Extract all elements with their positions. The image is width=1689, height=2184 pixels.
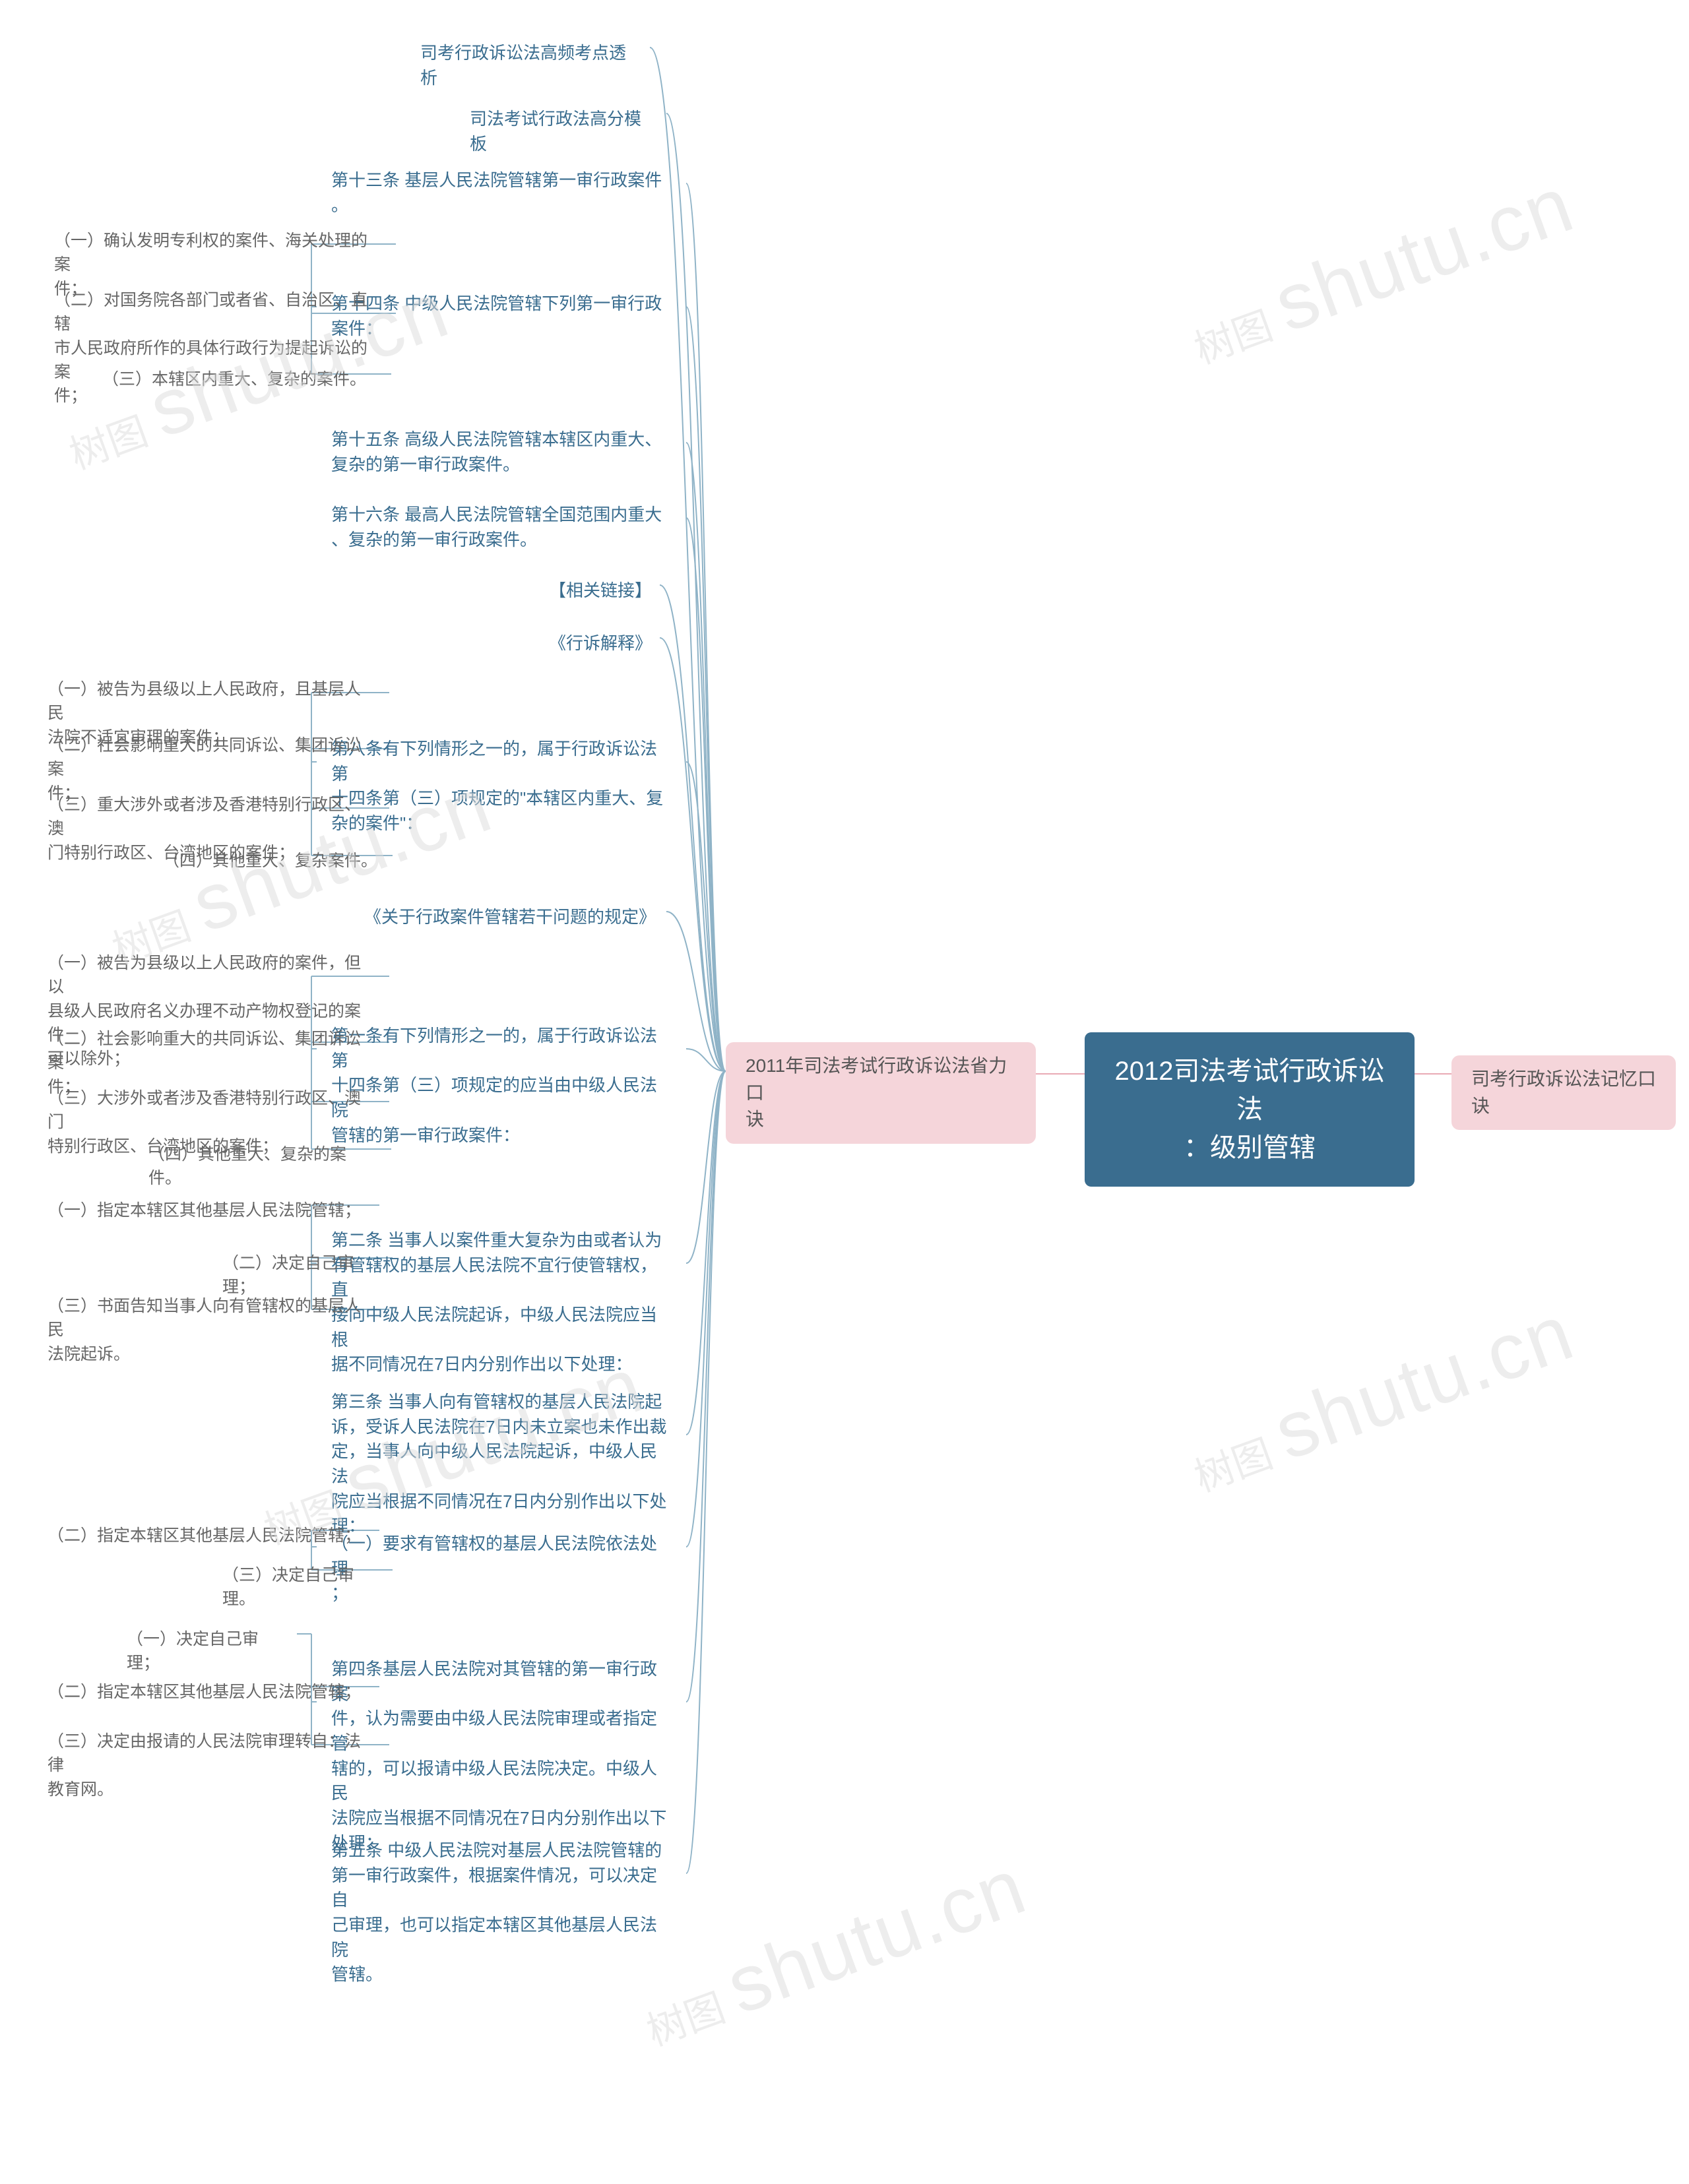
second-level-node[interactable]: 第十六条 最高人民法院管辖全国范围内重大 、复杂的第一审行政案件。 [317,495,686,560]
right-main-node[interactable]: 司考行政诉讼法记忆口诀 [1451,1055,1676,1130]
leaf-node[interactable]: （四）其他重大、复杂的案件。 [134,1135,391,1199]
second-level-node[interactable]: 第十五条 高级人民法院管辖本辖区内重大、 复杂的第一审行政案件。 [317,420,686,485]
second-level-node[interactable]: 《行诉解释》 [534,623,660,664]
leaf-node[interactable]: （三）决定自己审理。 [208,1555,393,1619]
second-level-node[interactable]: 司法考试行政法高分模板 [455,99,666,164]
leaf-node[interactable]: （一）指定本辖区其他基层人民法院管辖； [33,1191,379,1230]
watermark: 树图 shutu.cn [629,1840,1038,2063]
left-main-node[interactable]: 2011年司法考试行政诉讼法省力口 诀 [726,1042,1036,1144]
leaf-node[interactable]: （二）指定本辖区其他基层人民法院管辖； [33,1672,379,1712]
watermark: 树图 shutu.cn [1176,158,1585,381]
second-level-node[interactable]: 《关于行政案件管辖若干问题的规定》 [350,897,666,938]
second-level-node[interactable]: 第十三条 基层人民法院管辖第一审行政案件 。 [317,160,686,226]
leaf-node[interactable]: （三）书面告知当事人向有管辖权的基层人民 法院起诉。 [33,1286,389,1374]
second-level-node[interactable]: 第五条 中级人民法院对基层人民法院管辖的 第一审行政案件，根据案件情况，可以决定… [317,1830,686,1995]
center-node[interactable]: 2012司法考试行政诉讼法 ：级别管辖 [1085,1032,1415,1187]
leaf-node[interactable]: （三）本辖区内重大、复杂的案件。 [88,359,391,399]
mindmap-canvas: 2012司法考试行政诉讼法 ：级别管辖 司考行政诉讼法记忆口诀 2011年司法考… [0,0,1689,2184]
watermark: 树图 shutu.cn [1176,1286,1585,1509]
second-level-node[interactable]: 司考行政诉讼法高频考点透析 [406,33,650,98]
leaf-node[interactable]: （二）指定本辖区其他基层人民法院管辖； [33,1516,379,1555]
leaf-node[interactable]: （四）其他重大、复杂案件。 [148,841,393,881]
leaf-node[interactable]: （三）决定由报请的人民法院审理转自：法律 教育网。 [33,1722,389,1809]
second-level-node[interactable]: 【相关链接】 [534,571,660,611]
